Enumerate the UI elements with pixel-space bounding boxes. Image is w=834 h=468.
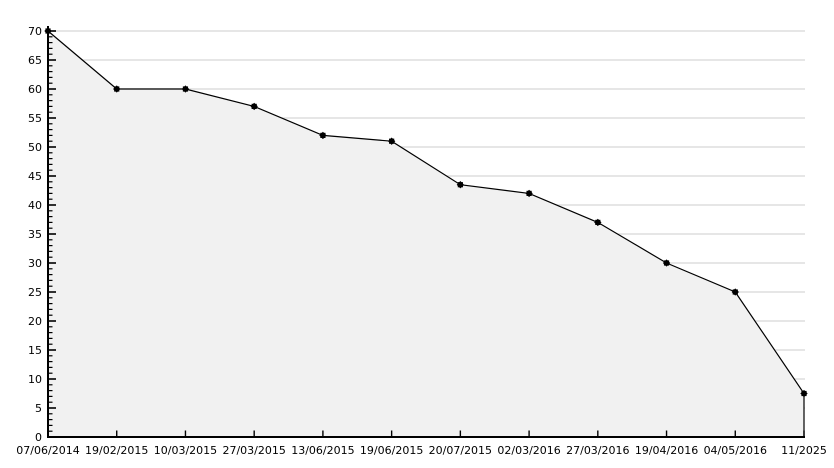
data-point-marker: [250, 102, 258, 111]
y-tick-label: 40: [28, 199, 42, 212]
y-tick-label: 50: [28, 141, 42, 154]
y-tick-label: 60: [28, 83, 42, 96]
x-tick-label: 10/03/2015: [154, 444, 217, 457]
data-point-marker: [662, 259, 671, 267]
x-tick-label: 20/07/2015: [429, 444, 492, 457]
x-tick-label: 19/02/2015: [85, 444, 148, 457]
y-tick-label: 5: [35, 402, 42, 415]
x-tick-label: 19/06/2015: [360, 444, 423, 457]
y-tick-label: 0: [35, 431, 42, 444]
x-tick-label: 13/06/2015: [291, 444, 354, 457]
y-tick-label: 20: [28, 315, 42, 328]
y-tick-label: 45: [28, 170, 42, 183]
y-tick-label: 30: [28, 257, 42, 270]
y-tick-label: 25: [28, 286, 42, 299]
x-tick-label: 27/03/2016: [566, 444, 629, 457]
data-point-marker: [113, 85, 121, 93]
x-tick-label: 27/03/2015: [222, 444, 285, 457]
x-tick-label: 07/06/2014: [16, 444, 79, 457]
y-tick-label: 55: [28, 112, 42, 125]
data-point-marker: [181, 85, 190, 93]
data-point-marker: [800, 389, 808, 398]
x-tick-label: 11/2025: [781, 444, 827, 457]
x-tick-label: 04/05/2016: [704, 444, 767, 457]
x-tick-label: 02/03/2016: [497, 444, 560, 457]
data-point-marker: [731, 288, 739, 296]
x-tick-label: 19/04/2016: [635, 444, 698, 457]
y-tick-label: 15: [28, 344, 42, 357]
y-tick-label: 70: [28, 25, 42, 38]
y-tick-label: 10: [28, 373, 42, 386]
y-tick-label: 35: [28, 228, 42, 241]
y-tick-label: 65: [28, 54, 42, 67]
